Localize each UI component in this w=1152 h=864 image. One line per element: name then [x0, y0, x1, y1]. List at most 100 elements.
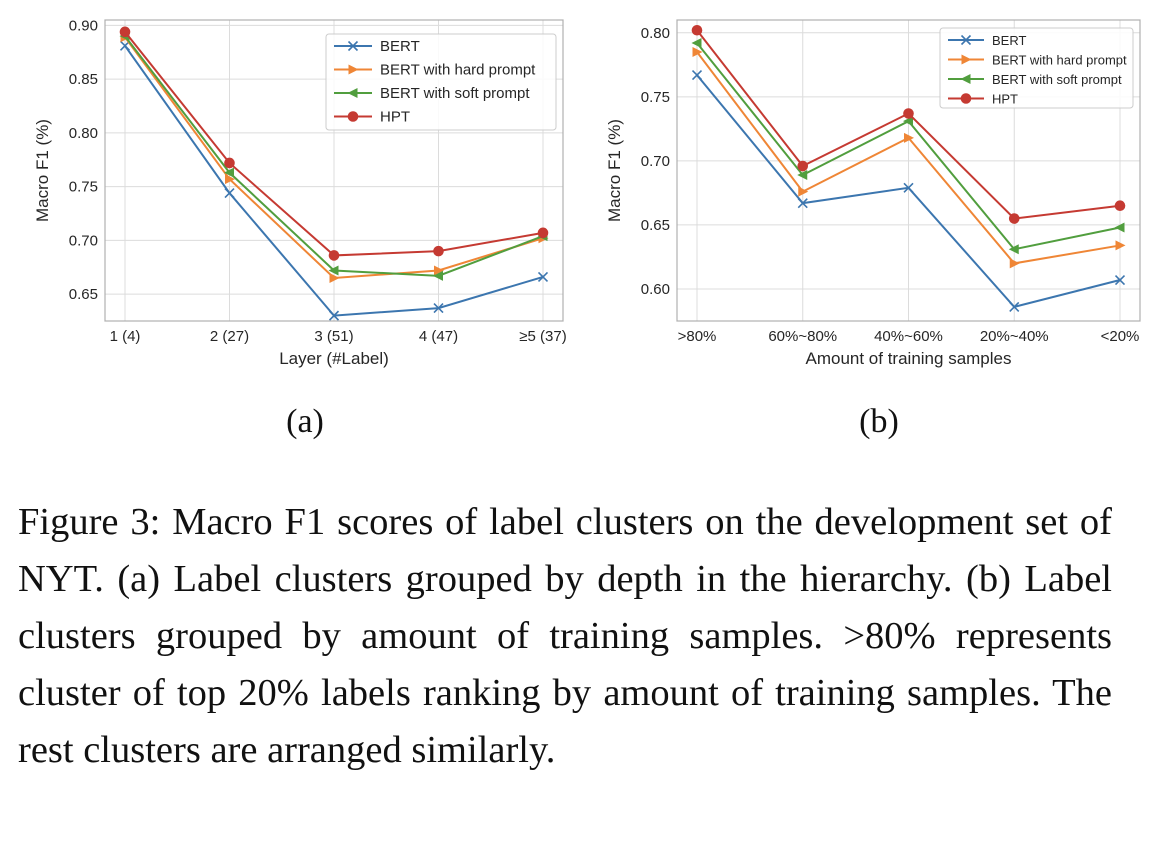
legend-label: BERT [992, 33, 1026, 48]
data-point-circle [1114, 200, 1126, 212]
data-point-triangle-right [1115, 240, 1126, 251]
data-point-triangle-right [692, 47, 703, 58]
x-tick-label: <20% [1101, 328, 1140, 345]
x-marker-stroke [224, 188, 235, 199]
legend-box [939, 27, 1134, 109]
data-point-triangle-left [1008, 244, 1019, 255]
y-tick-label: 0.85 [69, 71, 98, 88]
data-point-circle [691, 24, 703, 36]
series-bert-with-hard-prompt [692, 47, 1126, 269]
data-point-x-marker [1009, 301, 1020, 312]
series-bert [691, 70, 1126, 312]
x-marker-stroke [1114, 274, 1126, 286]
y-tick-label: 0.80 [641, 25, 670, 42]
x-marker-stroke [347, 40, 359, 52]
figure-caption: Figure 3: Macro F1 scores of label clust… [18, 501, 1112, 771]
series-bert-with-soft-prompt [691, 38, 1125, 255]
data-point-triangle-left [691, 38, 702, 49]
x-tick-label: 4 (47) [419, 328, 458, 345]
panel-label: (a) [286, 403, 324, 440]
legend-label: BERT with hard prompt [992, 53, 1127, 68]
x-tick-label: 20%~40% [980, 328, 1049, 345]
data-point-x-marker [1114, 274, 1126, 286]
y-tick-label: 0.70 [69, 232, 98, 249]
data-point-x-marker [347, 40, 359, 52]
x-marker-stroke [537, 271, 549, 282]
x-tick-label: 3 (51) [314, 328, 353, 345]
x-marker-stroke [328, 310, 340, 321]
data-point-circle [903, 108, 914, 119]
x-tick-label: 60%~80% [768, 328, 837, 345]
plot-frame [676, 19, 1141, 322]
panel-label: (b) [859, 403, 899, 440]
data-point-triangle-left [347, 88, 358, 98]
x-tick-label: ≥5 (37) [519, 328, 566, 345]
data-point-triangle-left [328, 265, 339, 276]
data-point-triangle-left [960, 74, 971, 84]
plot-frame [104, 19, 564, 322]
x-marker-stroke [691, 70, 703, 81]
x-tick-label: 2 (27) [210, 328, 249, 345]
data-point-x-marker [903, 182, 914, 193]
data-point-triangle-left [224, 167, 234, 178]
x-tick-label: 40%~60% [874, 328, 943, 345]
data-point-circle [119, 26, 131, 38]
x-axis-label: Amount of training samples [806, 349, 1012, 368]
x-tick-label: >80% [678, 328, 717, 345]
legend-label: BERT with soft prompt [992, 72, 1122, 87]
x-marker-stroke [960, 34, 972, 46]
y-tick-label: 0.75 [641, 89, 670, 106]
y-tick-label: 0.90 [69, 17, 98, 34]
data-point-circle [537, 227, 549, 239]
y-tick-label: 0.80 [69, 125, 98, 142]
data-point-x-marker [224, 188, 235, 199]
data-point-circle [328, 250, 340, 261]
data-point-circle [224, 157, 235, 169]
legend-label: BERT [380, 38, 420, 55]
y-axis-label: Macro F1 (%) [33, 119, 52, 222]
data-point-triangle-right [225, 174, 235, 185]
legend: BERT BERT with hard prompt BERT with soft … [325, 33, 557, 131]
data-point-x-marker [433, 303, 444, 314]
x-marker-stroke [1009, 301, 1020, 312]
legend-label: HPT [380, 109, 410, 126]
legend-label: BERT with soft prompt [380, 85, 530, 102]
data-point-x-marker [328, 310, 340, 321]
y-axis-label: Macro F1 (%) [605, 119, 624, 222]
data-point-x-marker [797, 198, 808, 209]
x-marker-stroke [903, 182, 914, 193]
data-point-triangle-right [329, 273, 340, 283]
x-axis-label: Layer (#Label) [279, 349, 389, 368]
y-tick-label: 0.75 [69, 179, 98, 196]
data-point-triangle-left [797, 169, 808, 180]
data-point-triangle-left [903, 116, 913, 127]
x-marker-stroke [797, 198, 808, 209]
x-tick-label: 1 (4) [110, 328, 141, 345]
data-point-x-marker [960, 34, 972, 46]
legend-label: HPT [992, 92, 1018, 107]
legend-box [325, 33, 557, 131]
data-point-x-marker [691, 70, 703, 81]
data-point-triangle-right [904, 132, 914, 143]
y-tick-label: 0.65 [641, 217, 670, 234]
legend-label: BERT with hard prompt [380, 62, 536, 79]
data-point-circle [347, 111, 359, 122]
y-tick-label: 0.65 [69, 286, 98, 303]
chart-panel-b: >80% 60%~80% 40%~60% 20%~40% <20% 0.60 0.65 0.7… [605, 19, 1141, 440]
data-point-triangle-left [1114, 222, 1125, 233]
series-hpt [691, 24, 1126, 224]
data-point-triangle-left [433, 270, 443, 281]
data-point-triangle-right [434, 265, 444, 276]
data-point-triangle-right [348, 64, 359, 75]
data-point-triangle-right [1009, 258, 1020, 269]
data-point-circle [1008, 213, 1020, 224]
data-point-triangle-right [798, 186, 809, 197]
data-point-triangle-right [961, 54, 972, 65]
series-hpt [119, 26, 549, 261]
y-tick-label: 0.70 [641, 153, 670, 170]
chart-panel-a: 1 (4) 2 (27) 3 (51) 4 (47) ≥5 (37) 0.65 0.70 0.… [33, 17, 567, 440]
x-marker-stroke [433, 303, 444, 314]
series-bert [119, 40, 549, 321]
data-point-circle [960, 93, 972, 104]
data-point-circle [433, 245, 444, 257]
